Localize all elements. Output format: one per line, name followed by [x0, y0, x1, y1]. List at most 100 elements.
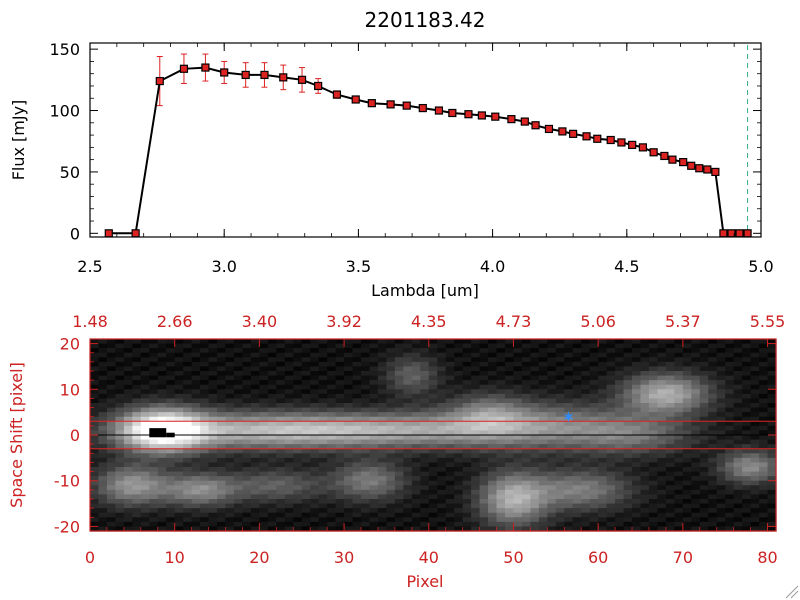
image-cell: [462, 508, 472, 514]
image-cell: [157, 352, 167, 358]
image-cell: [682, 384, 692, 390]
flux-markers: [104, 63, 752, 238]
image-cell: [90, 366, 100, 372]
image-cell: [327, 462, 337, 468]
image-cell: [344, 467, 354, 473]
image-cell: [648, 389, 659, 395]
image-cell: [157, 508, 167, 514]
image-cell: [454, 485, 464, 491]
image-cell: [547, 485, 557, 491]
image-cell: [564, 503, 574, 509]
image-cell: [132, 393, 142, 400]
image-cell: [132, 416, 142, 422]
image-cell: [293, 517, 303, 523]
image-cell: [445, 403, 455, 409]
image-cell: [750, 448, 760, 454]
image-cell: [454, 339, 464, 345]
image-cell: [479, 361, 489, 368]
image-cell: [115, 393, 125, 400]
image-cell: [242, 380, 252, 386]
image-cell: [217, 480, 227, 486]
image-cell: [674, 407, 684, 413]
resize-grip-icon[interactable]: [785, 585, 799, 599]
image-cell: [344, 375, 354, 381]
image-cell: [403, 416, 413, 422]
image-cell: [589, 371, 599, 377]
image-cell: [361, 499, 371, 505]
image-cell: [98, 339, 108, 345]
image-cell: [149, 393, 159, 400]
image-cell: [572, 425, 582, 432]
image-cell: [191, 512, 201, 518]
image-cell: [318, 480, 328, 486]
image-cell: [750, 480, 760, 486]
image-cell: [284, 421, 294, 427]
image-cell: [394, 384, 404, 390]
image-cell: [352, 425, 362, 432]
image-cell: [233, 380, 244, 386]
image-cell: [437, 503, 447, 509]
image-cell: [344, 348, 354, 354]
image-cell: [632, 380, 642, 386]
image-cell: [623, 448, 633, 454]
image-cell: [428, 439, 438, 445]
image-cell: [623, 407, 633, 413]
image-cell: [293, 361, 303, 368]
image-cell: [555, 489, 565, 496]
data-point: [418, 103, 427, 113]
image-cell: [767, 343, 777, 349]
image-cell: [750, 453, 760, 459]
image-cell: [454, 366, 464, 372]
image-cell: [394, 393, 404, 400]
image-cell: [140, 499, 150, 505]
image-cell: [242, 457, 252, 464]
image-cell: [665, 412, 675, 418]
image-cell: [581, 389, 591, 395]
data-point: [179, 64, 189, 73]
image-cell: [471, 476, 481, 482]
image-cell: [284, 384, 294, 390]
image-cell: [750, 348, 760, 354]
image-cell: [496, 457, 506, 464]
image-cell: [191, 421, 201, 427]
image-cell: [327, 503, 337, 509]
image-cell: [233, 352, 244, 358]
image-cell: [420, 521, 430, 528]
image-cell: [132, 352, 142, 358]
image-cell: [471, 352, 481, 358]
image-cell: [750, 343, 760, 349]
image-cell: [310, 448, 320, 454]
image-cell: [183, 485, 193, 491]
image-cell: [759, 403, 769, 409]
image-cell: [665, 403, 675, 409]
image-cell: [716, 457, 726, 464]
image-cell: [682, 380, 692, 386]
image-cell: [352, 503, 362, 509]
image-cell: [132, 439, 142, 445]
image-cell: [123, 343, 133, 349]
image-cell: [276, 517, 286, 523]
image-cell: [267, 512, 277, 518]
image-cell: [657, 521, 667, 528]
data-point: [220, 68, 229, 77]
image-cell: [471, 412, 481, 418]
image-cell: [648, 462, 659, 468]
image-cell: [496, 375, 506, 381]
image-cell: [293, 343, 303, 349]
image-cell: [149, 421, 159, 427]
image-cell: [132, 407, 142, 413]
image-cell: [682, 526, 692, 532]
image-cell: [242, 503, 252, 509]
image-cell: [377, 508, 388, 514]
image-cell: [437, 343, 447, 349]
image-cell: [369, 499, 379, 505]
image-cell: [513, 425, 523, 432]
image-cell: [564, 384, 574, 390]
image-cell: [581, 380, 591, 386]
image-cell: [708, 462, 718, 468]
image-cell: [504, 375, 515, 381]
image-cell: [352, 375, 362, 381]
image-cell: [318, 380, 328, 386]
image-cell: [310, 517, 320, 523]
image-cell: [581, 416, 591, 422]
